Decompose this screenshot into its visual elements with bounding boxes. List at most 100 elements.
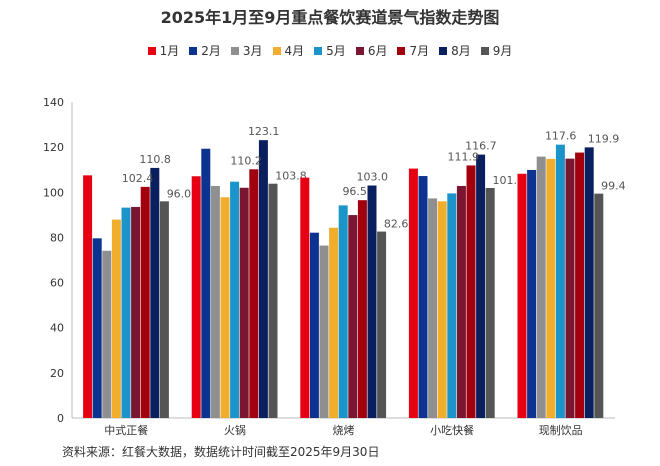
legend-swatch bbox=[439, 46, 448, 55]
bar-9月-火锅 bbox=[268, 183, 278, 418]
legend-swatch bbox=[397, 46, 406, 55]
bar-8月-烧烤 bbox=[367, 185, 377, 418]
bar-6月-烧烤 bbox=[348, 215, 358, 418]
bar-2月-中式正餐 bbox=[92, 238, 102, 418]
y-tick-label: 80 bbox=[50, 231, 64, 244]
legend-label: 3月 bbox=[242, 44, 263, 58]
legend-label: 5月 bbox=[326, 44, 346, 58]
bar-5月-现制饮品 bbox=[555, 144, 565, 418]
bar-8月-小吃快餐 bbox=[476, 154, 486, 418]
x-tick-label: 小吃快餐 bbox=[430, 423, 474, 437]
bar-6月-小吃快餐 bbox=[456, 185, 466, 418]
data-label: 123.1 bbox=[248, 125, 280, 138]
bar-7月-小吃快餐 bbox=[466, 165, 476, 418]
data-label: 103.0 bbox=[357, 171, 389, 184]
bar-4月-现制饮品 bbox=[546, 158, 556, 418]
legend-item: 1月 bbox=[147, 42, 180, 59]
legend-swatch bbox=[272, 46, 281, 55]
legend-swatch bbox=[480, 46, 489, 55]
legend-swatch bbox=[147, 46, 156, 55]
bar-9月-小吃快餐 bbox=[485, 187, 495, 418]
bar-7月-中式正餐 bbox=[140, 186, 150, 418]
legend-label: 8月 bbox=[451, 44, 471, 58]
data-label: 117.6 bbox=[545, 130, 577, 143]
legend-item: 9月 bbox=[480, 42, 513, 59]
legend-label: 2月 bbox=[201, 44, 221, 58]
legend-label: 7月 bbox=[409, 44, 430, 58]
data-label: 96.5 bbox=[342, 185, 367, 198]
legend-swatch bbox=[355, 46, 364, 55]
bar-1月-小吃快餐 bbox=[408, 168, 418, 418]
bar-5月-中式正餐 bbox=[121, 207, 131, 418]
bar-3月-现制饮品 bbox=[536, 156, 546, 418]
bar-7月-火锅 bbox=[249, 169, 259, 418]
legend-label: 6月 bbox=[367, 44, 388, 58]
legend-item: 8月 bbox=[439, 42, 471, 59]
legend-label: 4月 bbox=[284, 44, 305, 58]
bar-7月-现制饮品 bbox=[575, 152, 585, 418]
bar-2月-小吃快餐 bbox=[418, 176, 428, 418]
legend-item: 5月 bbox=[314, 42, 346, 59]
bar-1月-烧烤 bbox=[300, 177, 310, 418]
legend-label: 1月 bbox=[159, 44, 180, 58]
bar-2月-烧烤 bbox=[309, 232, 319, 418]
chart-title: 2025年1月至9月重点餐饮赛道景气指数走势图 bbox=[160, 8, 500, 27]
bar-2月-火锅 bbox=[201, 148, 211, 419]
legend: 1月 2月 3月 4月 5月 6月 7月 8月 9月 bbox=[0, 42, 660, 59]
bar-9月-现制饮品 bbox=[594, 193, 604, 418]
bar-3月-火锅 bbox=[210, 185, 220, 418]
bar-1月-现制饮品 bbox=[517, 173, 527, 418]
bar-9月-中式正餐 bbox=[159, 201, 169, 418]
legend-label: 9月 bbox=[492, 44, 513, 58]
y-tick-label: 60 bbox=[50, 277, 64, 290]
bar-6月-火锅 bbox=[239, 187, 249, 418]
bar-2月-现制饮品 bbox=[527, 169, 537, 418]
data-label: 110.8 bbox=[139, 153, 171, 166]
data-label: 111.9 bbox=[448, 150, 480, 163]
data-label: 116.7 bbox=[465, 140, 497, 153]
x-tick-label: 中式正餐 bbox=[104, 423, 148, 437]
bar-8月-火锅 bbox=[258, 140, 268, 418]
bar-5月-火锅 bbox=[230, 181, 240, 418]
y-tick-label: 0 bbox=[57, 412, 64, 425]
bar-5月-小吃快餐 bbox=[447, 193, 457, 418]
legend-item: 2月 bbox=[189, 42, 221, 59]
y-tick-label: 100 bbox=[43, 186, 64, 199]
x-tick-label: 烧烤 bbox=[333, 423, 355, 437]
bar-8月-现制饮品 bbox=[584, 147, 594, 418]
bar-4月-火锅 bbox=[220, 197, 230, 418]
legend-swatch bbox=[189, 46, 198, 55]
y-tick-label: 120 bbox=[43, 141, 64, 154]
x-tick-label: 现制饮品 bbox=[539, 424, 583, 437]
legend-item: 3月 bbox=[230, 42, 263, 59]
bar-6月-现制饮品 bbox=[565, 158, 575, 418]
y-tick-label: 40 bbox=[50, 322, 64, 335]
bar-4月-烧烤 bbox=[329, 227, 339, 418]
source-note: 资料来源：红餐大数据，数据统计时间截至2025年9月30日 bbox=[62, 445, 380, 459]
bar-4月-小吃快餐 bbox=[437, 201, 447, 418]
bar-3月-烧烤 bbox=[319, 245, 329, 418]
legend-item: 6月 bbox=[355, 42, 388, 59]
data-label: 103.8 bbox=[275, 170, 307, 183]
data-label: 102.4 bbox=[122, 172, 154, 185]
legend-swatch bbox=[230, 46, 239, 55]
bar-3月-小吃快餐 bbox=[428, 198, 438, 418]
bar-6月-中式正餐 bbox=[131, 206, 141, 418]
data-label: 99.4 bbox=[601, 180, 626, 193]
legend-swatch bbox=[314, 46, 323, 55]
bar-4月-中式正餐 bbox=[111, 219, 121, 418]
bar-8月-中式正餐 bbox=[150, 167, 160, 418]
legend-item: 4月 bbox=[272, 42, 305, 59]
y-tick-label: 20 bbox=[50, 367, 64, 380]
bar-5月-烧烤 bbox=[338, 205, 348, 418]
x-tick-label: 火锅 bbox=[224, 424, 246, 437]
data-label: 82.6 bbox=[384, 218, 409, 231]
data-label: 101.9 bbox=[493, 174, 525, 187]
bar-7月-烧烤 bbox=[357, 200, 367, 418]
bar-1月-中式正餐 bbox=[83, 175, 93, 418]
legend-item: 7月 bbox=[397, 42, 429, 59]
bar-3月-中式正餐 bbox=[102, 250, 112, 418]
bar-1月-火锅 bbox=[191, 176, 201, 418]
data-label: 96.0 bbox=[167, 187, 192, 200]
